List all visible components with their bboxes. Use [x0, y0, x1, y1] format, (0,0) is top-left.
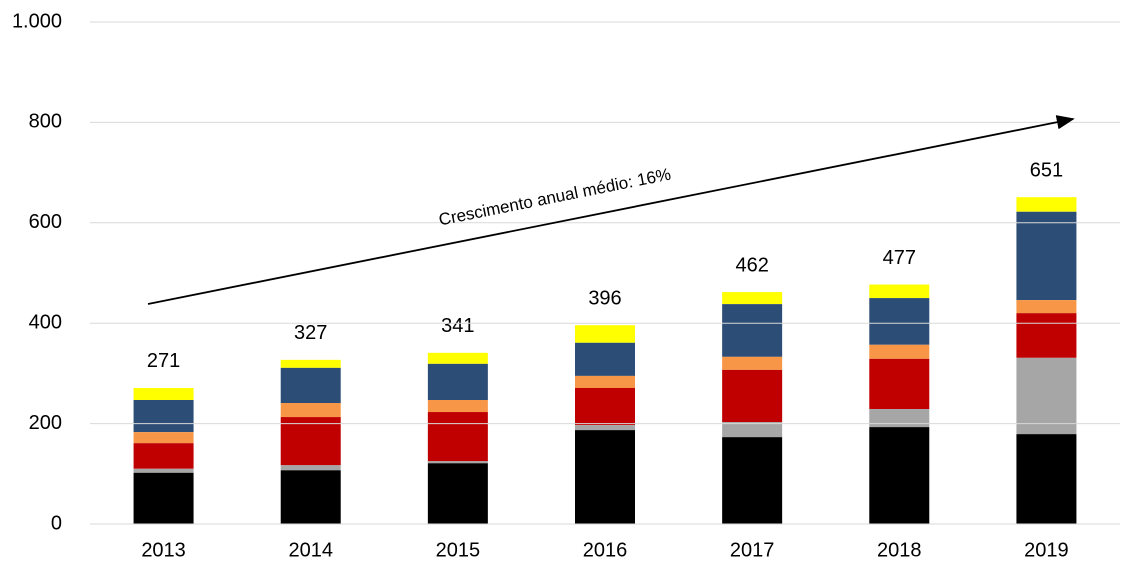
- bar-segment: [722, 437, 783, 524]
- x-tick-label: 2013: [141, 539, 186, 561]
- bar-segment: [133, 443, 194, 469]
- bar-segment: [869, 409, 930, 428]
- x-tick-label: 2014: [288, 539, 333, 561]
- trend-arrow: [147, 115, 1075, 305]
- bar-segment: [575, 325, 635, 343]
- bar-segment: [427, 461, 488, 464]
- bar-segment: [1016, 434, 1077, 524]
- bar-segment: [869, 344, 930, 359]
- bar-segment: [722, 369, 783, 423]
- bar-segment: [869, 427, 930, 524]
- bar-segment: [280, 403, 341, 418]
- bar-segment: [722, 356, 783, 370]
- bar-segment: [1016, 357, 1077, 435]
- y-tick-label: 800: [29, 111, 62, 133]
- bar-segment: [869, 284, 930, 299]
- x-tick-label: 2015: [436, 539, 481, 561]
- bar-segment: [133, 432, 194, 444]
- total-label: 396: [588, 287, 621, 309]
- total-label: 327: [294, 322, 327, 344]
- bar-segment: [575, 342, 635, 376]
- bar-segment: [133, 472, 194, 524]
- x-tick-label: 2018: [877, 539, 922, 561]
- bar-segment: [280, 359, 341, 368]
- x-tick-label: 2017: [730, 539, 775, 561]
- bar-segment: [427, 400, 488, 413]
- x-tick-label: 2019: [1024, 539, 1069, 561]
- total-label: 651: [1030, 159, 1063, 181]
- bar-segment: [722, 304, 783, 357]
- bar-segment: [280, 417, 341, 466]
- bar-segment: [133, 468, 194, 473]
- bar-segment: [133, 400, 194, 433]
- bar-segment: [575, 375, 635, 388]
- bar-segment: [427, 412, 488, 462]
- bar-segment: [280, 470, 341, 524]
- bar-segment: [722, 292, 783, 305]
- total-label: 477: [883, 247, 916, 269]
- bar-segment: [1016, 300, 1077, 314]
- y-tick-label: 1.000: [12, 10, 62, 32]
- bar-segment: [427, 363, 488, 401]
- bar-segment: [1016, 313, 1077, 358]
- y-tick-label: 600: [29, 211, 62, 233]
- y-tick-label: 400: [29, 311, 62, 333]
- bar-segment: [722, 422, 783, 438]
- bar-segment: [575, 425, 635, 431]
- bar-segment: [1016, 197, 1077, 212]
- bar-segment: [869, 358, 930, 410]
- total-label: 462: [735, 254, 768, 276]
- y-tick-label: 0: [51, 512, 62, 534]
- y-tick-label: 200: [29, 412, 62, 434]
- bar-segment: [869, 298, 930, 345]
- total-label: 341: [441, 315, 474, 337]
- bar-segment: [427, 352, 488, 364]
- bar-segment: [575, 430, 635, 524]
- bar-segment: [133, 387, 194, 401]
- bar-segment: [280, 367, 341, 404]
- annotation: Crescimento anual médio: 16%: [437, 165, 672, 230]
- bar-segment: [280, 465, 341, 471]
- bar-segment: [1016, 211, 1077, 301]
- total-label: 271: [147, 350, 180, 372]
- x-tick-label: 2016: [583, 539, 628, 561]
- bar-segment: [427, 463, 488, 524]
- bar-segment: [575, 387, 635, 426]
